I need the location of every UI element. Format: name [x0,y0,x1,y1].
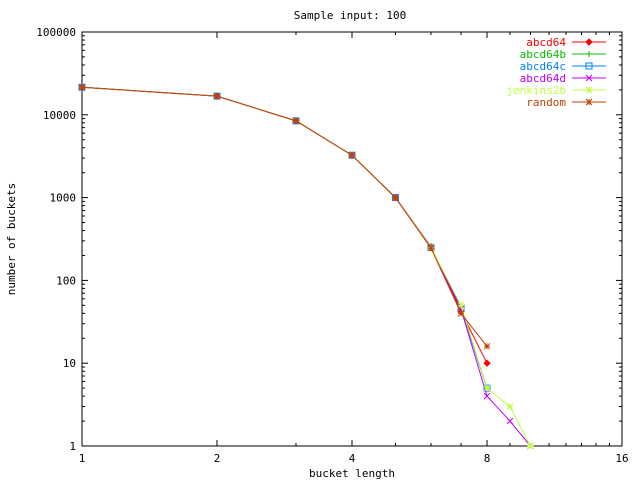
series-random [78,83,491,350]
y-tick-label: 1000 [50,192,77,205]
data-point-random [427,244,435,252]
legend-label-abcd64: abcd64 [526,36,566,49]
legend-marker-jenkins2b [585,86,593,94]
x-axis-label: bucket length [309,467,395,480]
data-point-jenkins2b [506,403,514,410]
series-abcd64b [79,84,490,392]
data-point-random [348,151,356,159]
data-point-random [483,342,491,350]
data-point-random [78,83,86,91]
data-point-abcd64d [506,417,514,425]
legend-label-jenkins2b: jenkins2b [506,84,566,97]
y-axis-ticks: 1 10 100 1000 10000 100000 [36,26,622,453]
y-tick-label: 1 [69,440,76,453]
legend: abcd64abcd64babcd64cabcd64djenkins2brand… [506,36,606,109]
x-tick-label: 16 [615,452,628,465]
series-line-abcd64d [81,86,531,447]
legend-marker-abcd64c [585,62,593,70]
series-line-random [81,86,488,347]
data-point-jenkins2b [457,301,465,309]
y-axis-label: number of buckets [5,183,18,296]
data-point-abcd64 [483,359,491,367]
chart-title: Sample input: 100 [294,9,407,22]
series-abcd64c [78,83,491,392]
legend-marker-abcd64d [585,74,593,82]
series-abcd64 [78,83,491,367]
series-layer [78,83,534,450]
y-tick-label: 100000 [36,26,76,39]
series-jenkins2b [78,83,534,450]
series-line-jenkins2b [81,86,531,447]
y-tick-label: 10 [63,357,76,370]
series-line-abcd64b [81,86,488,389]
series-abcd64d [78,83,534,450]
series-line-abcd64 [81,86,488,364]
legend-label-abcd64d: abcd64d [520,72,566,85]
legend-label-random: random [526,96,566,109]
legend-label-abcd64c: abcd64c [520,60,566,73]
x-tick-label: 4 [349,452,356,465]
y-tick-label: 100 [56,274,76,287]
x-axis-ticks: 1 2 4 8 16 [79,32,629,465]
data-point-random [392,194,399,201]
legend-label-abcd64b: abcd64b [520,48,566,61]
data-point-jenkins2b [483,384,491,392]
data-point-random [457,309,465,317]
legend-marker-random [585,98,593,106]
data-point-random [213,92,221,100]
x-tick-label: 8 [484,452,491,465]
data-point-abcd64d [483,392,491,400]
data-point-jenkins2b [527,442,534,450]
y-tick-label: 10000 [43,109,76,122]
data-point-random [292,117,300,125]
x-tick-label: 2 [214,452,221,465]
x-tick-label: 1 [79,452,86,465]
legend-marker-abcd64b [586,51,592,57]
series-line-abcd64c [81,86,488,389]
legend-marker-abcd64 [585,38,593,46]
